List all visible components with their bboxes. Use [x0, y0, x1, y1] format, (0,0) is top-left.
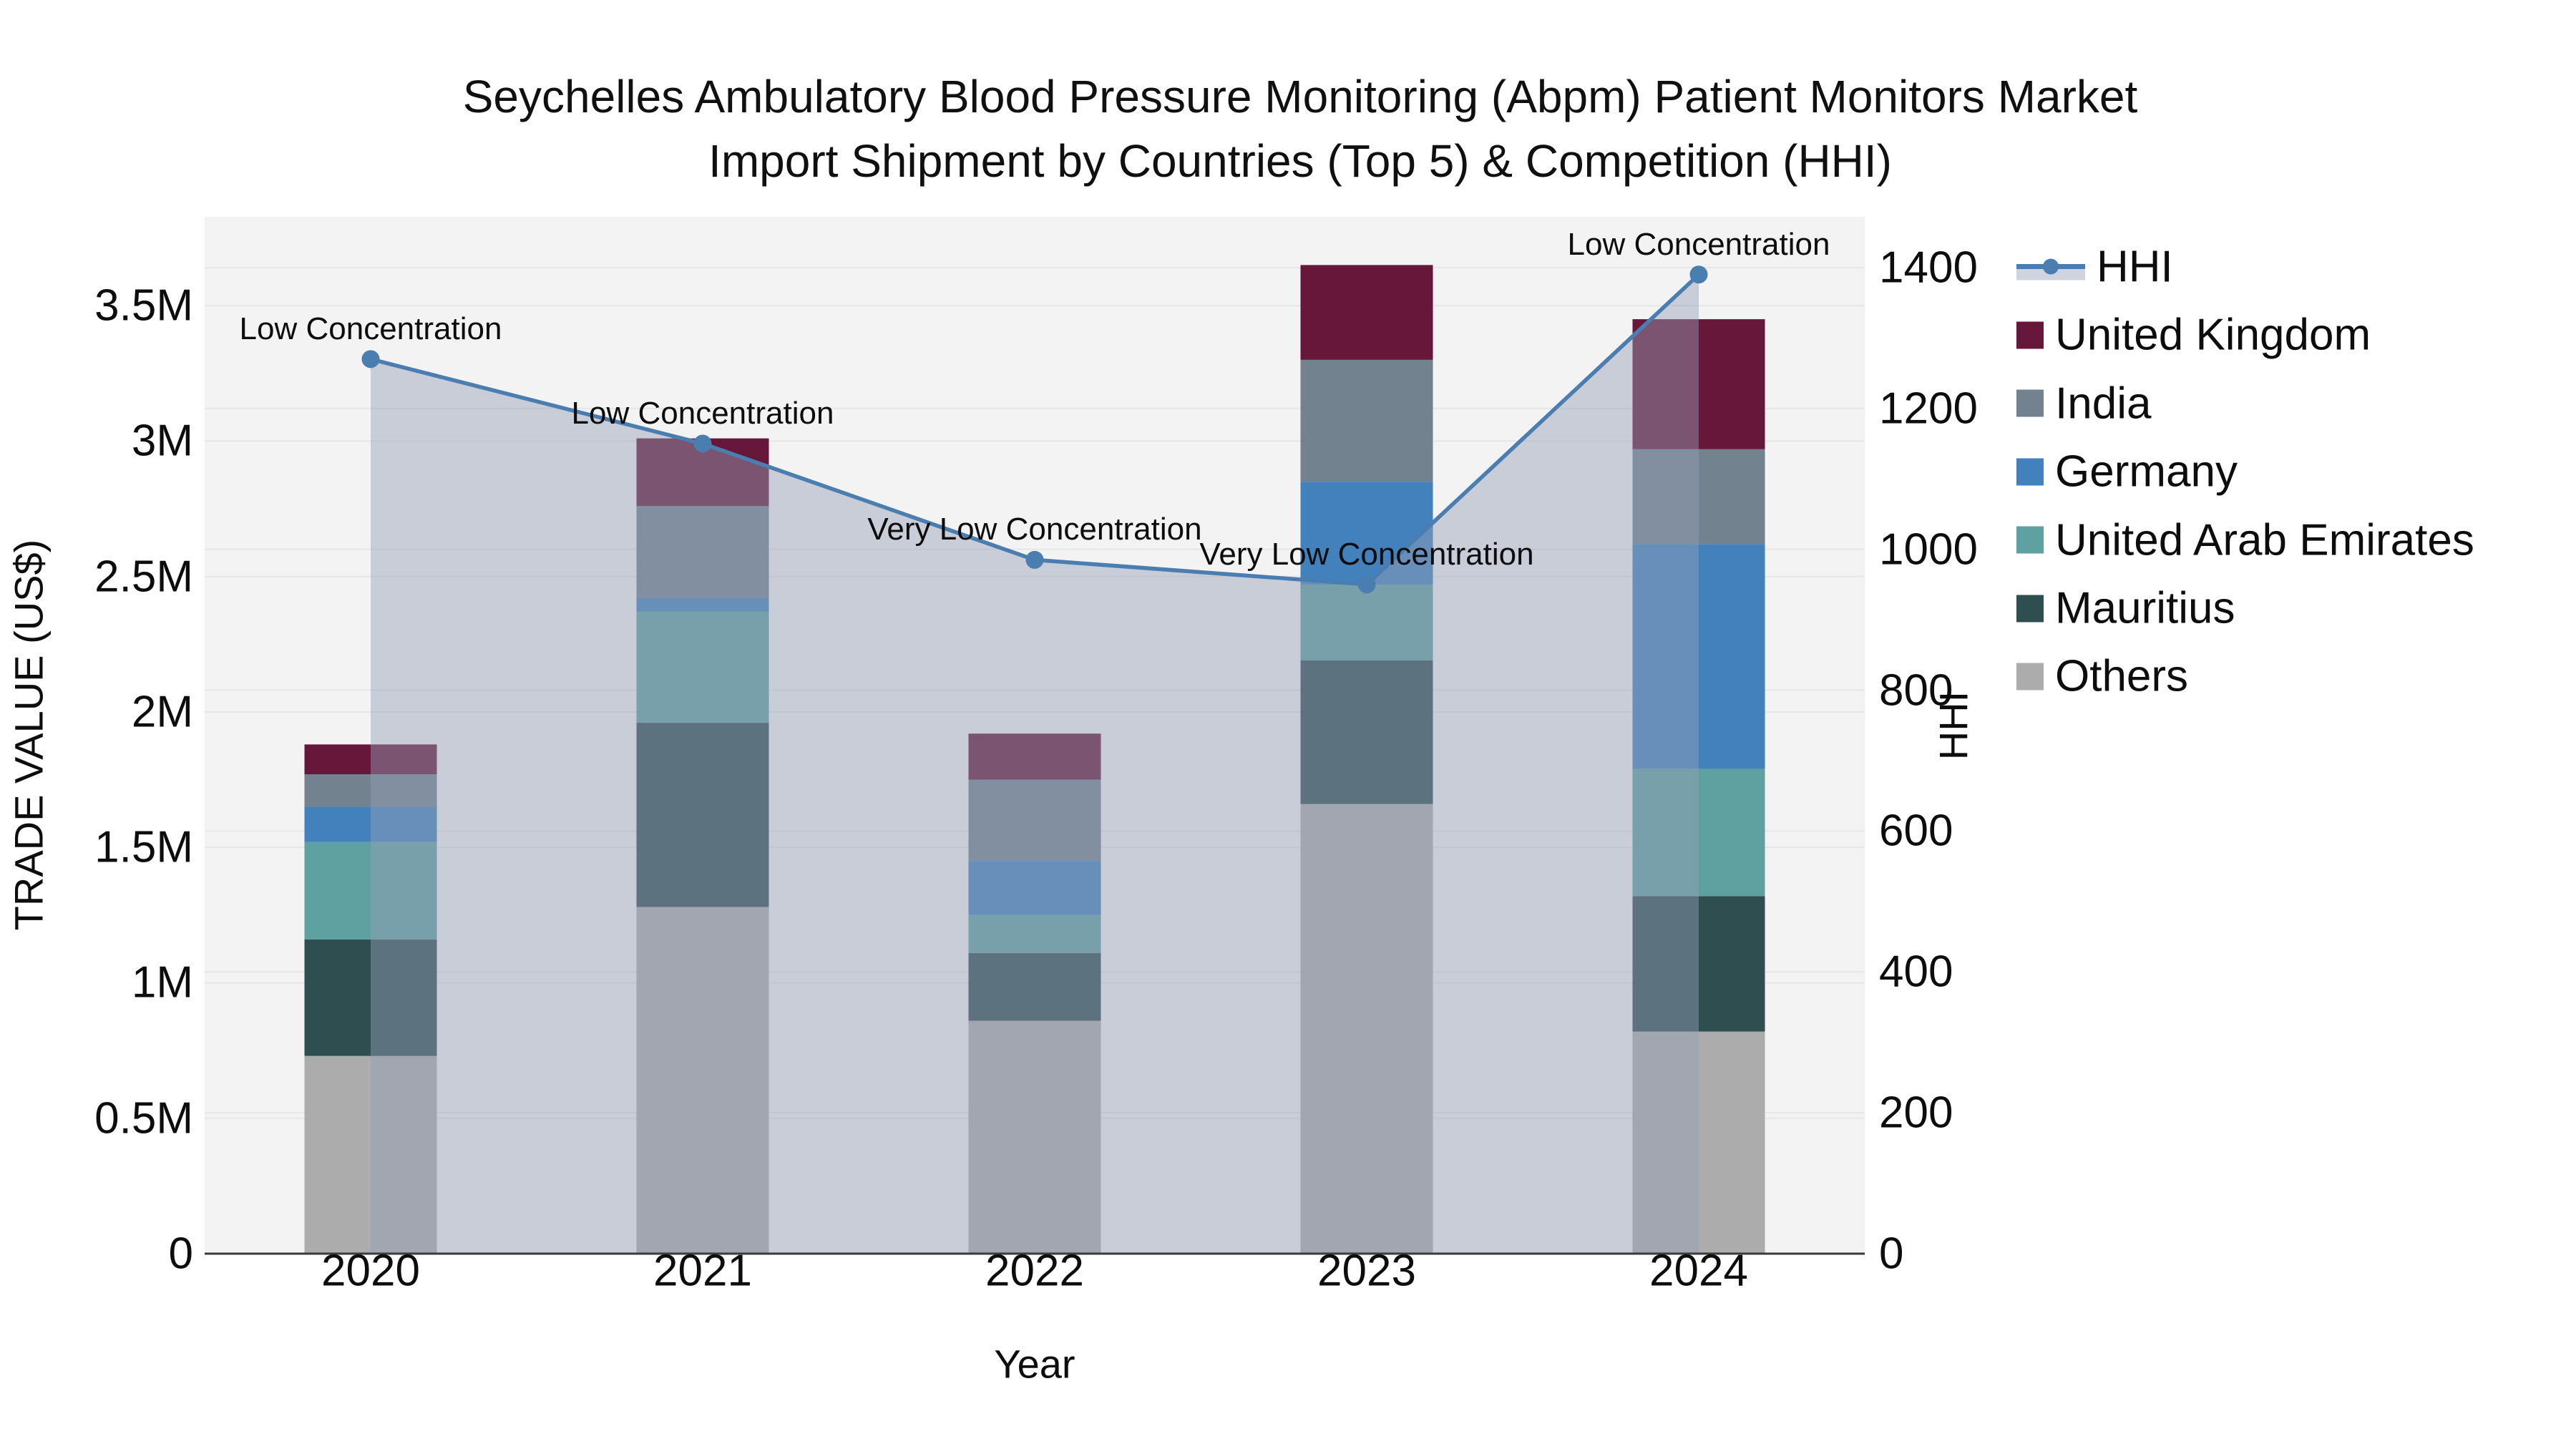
- annotation-2021: Low Concentration: [571, 395, 834, 431]
- annotation-2020: Low Concentration: [239, 311, 502, 346]
- bar-2020-others: [304, 1055, 437, 1254]
- y-right-tick-1400: 1400: [1879, 243, 1978, 293]
- bar-2022-mauritius: [968, 952, 1101, 1021]
- legend-item-india[interactable]: India: [2016, 378, 2151, 429]
- bar-2021-india: [636, 506, 769, 598]
- bar-2021-united-arab-emirates: [636, 611, 769, 723]
- bar-2020-india: [304, 774, 437, 807]
- y-right-tick-600: 600: [1879, 806, 1953, 856]
- y-right-tick-400: 400: [1879, 947, 1953, 997]
- y-axis-right-title: HHI: [1931, 691, 1976, 761]
- bar-2020-united-arab-emirates: [304, 841, 437, 940]
- bar-2023-germany: [1300, 482, 1433, 585]
- bar-2022-united-kingdom: [968, 733, 1101, 780]
- bar-2022-india: [968, 779, 1101, 862]
- x-tick-2020: 2020: [321, 1246, 420, 1296]
- y-left-tick-3M: 3M: [131, 416, 193, 466]
- legend-item-others[interactable]: Others: [2016, 651, 2188, 702]
- y-left-tick-0: 0: [168, 1229, 193, 1279]
- y-right-tick-800: 800: [1879, 665, 1953, 715]
- legend-item-mauritius[interactable]: Mauritius: [2016, 583, 2235, 634]
- bar-2023-mauritius: [1300, 660, 1433, 804]
- legend-item-germany[interactable]: Germany: [2016, 447, 2238, 497]
- bar-2022-others: [968, 1020, 1101, 1254]
- bar-2024-india: [1632, 449, 1765, 545]
- chart-title-line-2: Import Shipment by Countries (Top 5) & C…: [708, 135, 1892, 187]
- x-axis-title: Year: [994, 1341, 1075, 1387]
- bar-2024-united-kingdom: [1632, 319, 1765, 449]
- bar-2021-mauritius: [636, 723, 769, 907]
- legend-label: Others: [2055, 651, 2189, 701]
- bar-2021-others: [636, 907, 769, 1254]
- y-left-tick-2.5M: 2.5M: [94, 552, 193, 602]
- hhi-marker-2022: [1025, 550, 1044, 569]
- x-tick-2021: 2021: [653, 1246, 752, 1296]
- chart-title-line-1: Seychelles Ambulatory Blood Pressure Mon…: [462, 71, 2138, 122]
- hhi-marker-2020: [361, 350, 380, 369]
- bar-2024-others: [1632, 1031, 1765, 1254]
- legend-swatch-india: [2016, 389, 2044, 417]
- x-tick-2022: 2022: [985, 1246, 1084, 1296]
- bar-2020-germany: [304, 806, 437, 842]
- annotation-2023: Very Low Concentration: [1199, 536, 1534, 572]
- bar-2023-united-kingdom: [1300, 265, 1433, 360]
- legend-swatch-germany: [2016, 458, 2044, 486]
- y-left-tick-3.5M: 3.5M: [94, 280, 193, 331]
- bar-2021-germany: [636, 597, 769, 612]
- bar-2024-mauritius: [1632, 896, 1765, 1032]
- x-tick-2023: 2023: [1317, 1246, 1416, 1296]
- bar-2020-united-kingdom: [304, 744, 437, 775]
- legend-label: HHI: [2097, 242, 2173, 292]
- legend-swatch-others: [2016, 663, 2044, 691]
- legend-label: United Arab Emirates: [2055, 515, 2474, 565]
- legend-item-hhi[interactable]: HHI: [2016, 242, 2173, 293]
- y-right-tick-1200: 1200: [1879, 384, 1978, 434]
- x-tick-2024: 2024: [1649, 1246, 1748, 1296]
- hhi-marker-2023: [1357, 575, 1376, 594]
- legend-item-united-kingdom[interactable]: United Kingdom: [2016, 310, 2371, 361]
- y-left-tick-1.5M: 1.5M: [94, 822, 193, 872]
- bar-2023-india: [1300, 359, 1433, 482]
- bar-2023-united-arab-emirates: [1300, 585, 1433, 661]
- y-right-tick-200: 200: [1879, 1088, 1953, 1138]
- y-right-tick-1000: 1000: [1879, 525, 1978, 575]
- hhi-area-fill: [371, 274, 1699, 1254]
- annotation-2024: Low Concentration: [1567, 226, 1830, 262]
- bar-2020-mauritius: [304, 939, 437, 1056]
- bar-2024-united-arab-emirates: [1632, 769, 1765, 897]
- legend-swatch-united-kingdom: [2016, 321, 2044, 349]
- bar-2022-united-arab-emirates: [968, 914, 1101, 953]
- annotation-2022: Very Low Concentration: [867, 512, 1202, 547]
- hhi-legend-glyph-icon: [2016, 258, 2085, 280]
- y-left-tick-2M: 2M: [131, 687, 193, 737]
- y-left-tick-0.5M: 0.5M: [94, 1093, 193, 1143]
- legend-item-united-arab-emirates[interactable]: United Arab Emirates: [2016, 514, 2474, 565]
- legend-label: United Kingdom: [2055, 310, 2371, 360]
- legend-label: Mauritius: [2055, 583, 2235, 633]
- y-left-tick-1M: 1M: [131, 957, 193, 1008]
- bar-2024-germany: [1632, 544, 1765, 769]
- legend-swatch-mauritius: [2016, 595, 2044, 622]
- bar-2023-others: [1300, 804, 1433, 1254]
- hhi-marker-2024: [1689, 265, 1708, 284]
- legend-swatch-united-arab-emirates: [2016, 526, 2044, 554]
- y-axis-left-title: TRADE VALUE (US$): [6, 539, 52, 931]
- y-right-tick-0: 0: [1879, 1229, 1904, 1279]
- legend-label: India: [2055, 379, 2152, 429]
- legend-label: Germany: [2055, 447, 2238, 497]
- bar-2022-germany: [968, 861, 1101, 915]
- hhi-marker-2021: [693, 434, 712, 453]
